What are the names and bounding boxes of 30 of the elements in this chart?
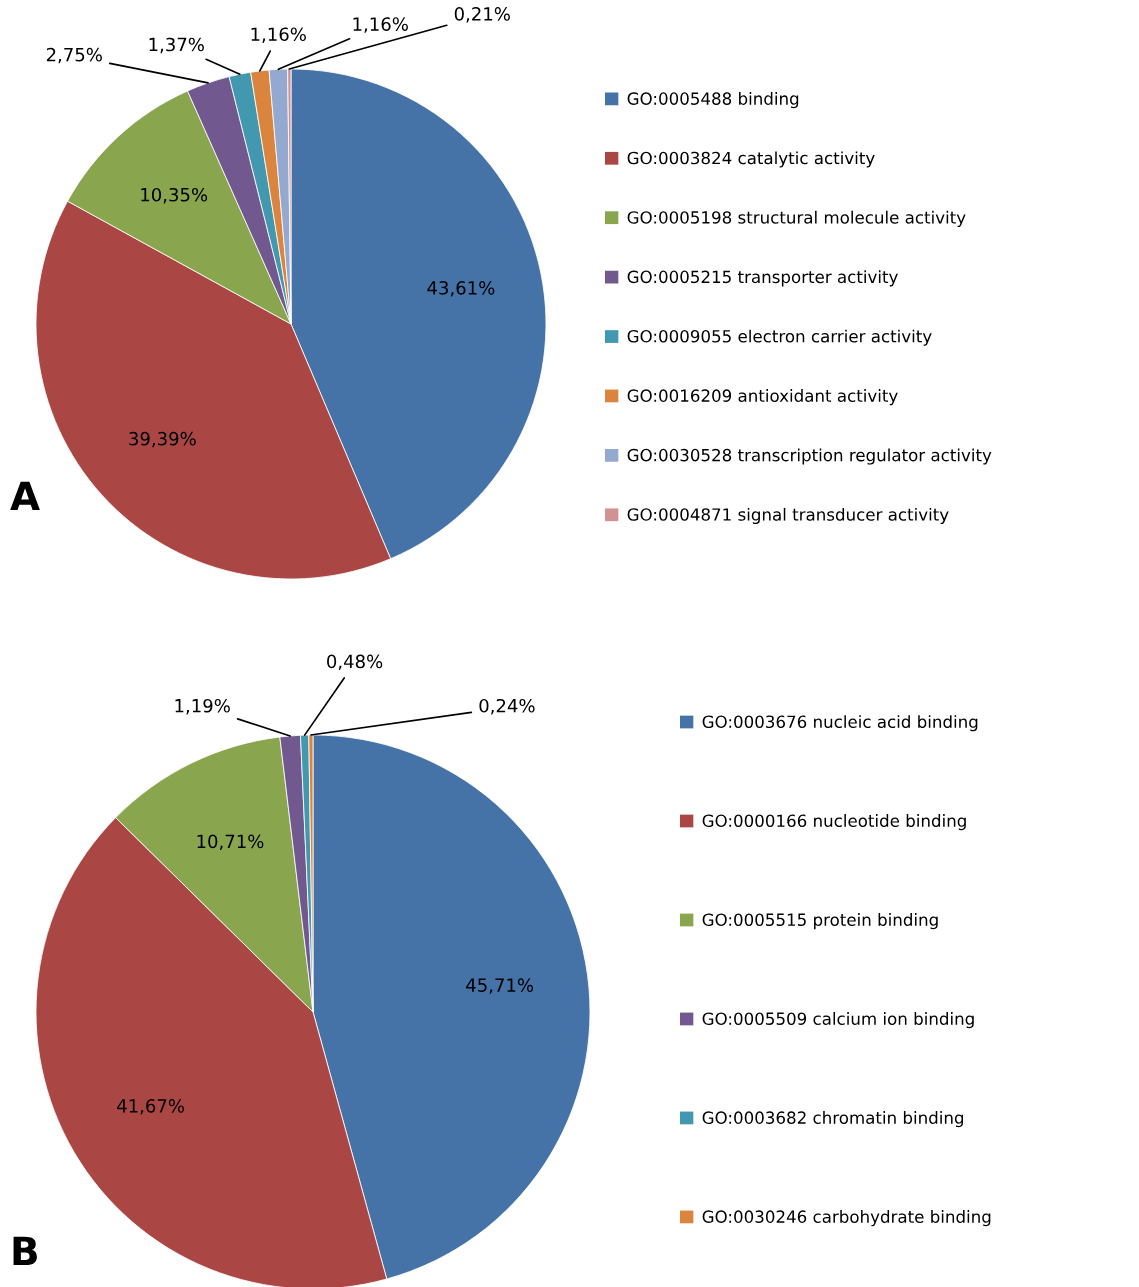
data-label: 45,71% bbox=[466, 978, 534, 994]
data-label: 1,37% bbox=[149, 37, 204, 54]
legend-label: GO:0004871 signal transducer activity bbox=[627, 507, 949, 525]
legend-label: GO:0030528 transcription regulator activity bbox=[627, 448, 992, 465]
data-label: 1,16% bbox=[251, 27, 306, 43]
text: B bbox=[13, 1236, 37, 1265]
legend-label: GO:0005215 transporter activity bbox=[627, 270, 898, 287]
legend-label: GO:0005488 binding bbox=[627, 92, 799, 109]
legend-label: GO:0030246 carbohydrate binding bbox=[702, 1210, 991, 1227]
legend-label: GO:0016209 antioxidant activity bbox=[627, 389, 898, 406]
legend-label: GO:0000166 nucleotide binding bbox=[702, 814, 966, 831]
data-label: 0,24% bbox=[479, 698, 535, 715]
text: A bbox=[10, 481, 40, 510]
data-label: 10,71% bbox=[197, 834, 264, 851]
legend-label: GO:0005515 protein binding bbox=[702, 913, 938, 930]
legend-label: GO:0005509 calcium ion binding bbox=[702, 1012, 974, 1029]
data-label: 10,35% bbox=[141, 187, 208, 204]
data-label: 41,67% bbox=[117, 1099, 185, 1115]
legend-label: GO:0009055 electron carrier activity bbox=[627, 329, 932, 346]
data-label: 0,48% bbox=[327, 654, 383, 671]
legend-label: GO:0003682 chromatin binding bbox=[702, 1111, 964, 1128]
legend-label: GO:0003676 nucleic acid binding bbox=[702, 715, 978, 732]
data-label: 1,19% bbox=[175, 698, 230, 715]
data-label: 1,16% bbox=[353, 17, 408, 33]
legend-label: GO:0003824 catalytic activity bbox=[627, 151, 875, 168]
legend-label: GO:0005198 structural molecule activity bbox=[627, 210, 966, 227]
data-label: 2,75% bbox=[46, 47, 102, 64]
data-label: 43,61% bbox=[427, 281, 495, 297]
data-label: 0,21% bbox=[454, 7, 510, 23]
data-label: 39,39% bbox=[129, 431, 196, 448]
